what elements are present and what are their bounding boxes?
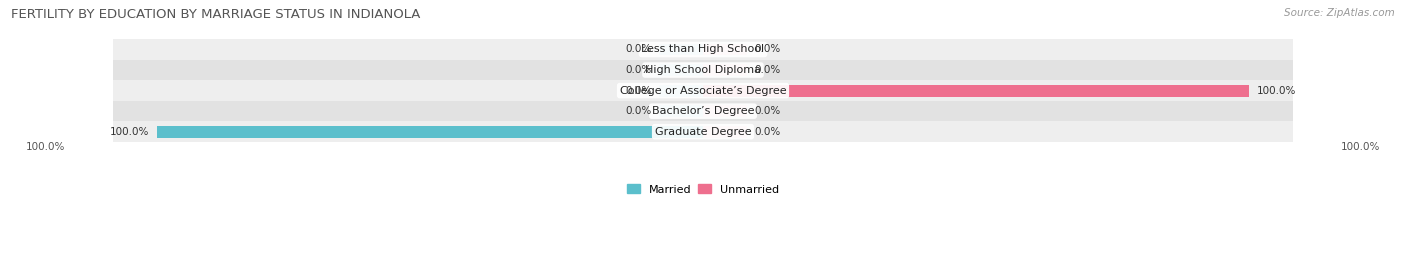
Text: Source: ZipAtlas.com: Source: ZipAtlas.com — [1284, 8, 1395, 18]
Bar — [703, 126, 747, 138]
Bar — [114, 60, 1292, 80]
Text: 100.0%: 100.0% — [25, 142, 65, 152]
Bar — [703, 64, 747, 76]
Text: 0.0%: 0.0% — [624, 65, 651, 75]
Text: 100.0%: 100.0% — [1257, 86, 1296, 95]
Text: Graduate Degree: Graduate Degree — [655, 127, 751, 137]
Bar — [703, 85, 1249, 97]
Bar — [659, 44, 703, 55]
Bar — [659, 64, 703, 76]
Legend: Married, Unmarried: Married, Unmarried — [627, 184, 779, 194]
Bar — [114, 101, 1292, 121]
Text: 0.0%: 0.0% — [755, 44, 782, 55]
Bar — [659, 105, 703, 117]
Text: 100.0%: 100.0% — [110, 127, 149, 137]
Text: FERTILITY BY EDUCATION BY MARRIAGE STATUS IN INDIANOLA: FERTILITY BY EDUCATION BY MARRIAGE STATU… — [11, 8, 420, 21]
Bar — [659, 126, 703, 138]
Text: College or Associate’s Degree: College or Associate’s Degree — [620, 86, 786, 95]
Text: 0.0%: 0.0% — [755, 127, 782, 137]
Text: 0.0%: 0.0% — [624, 106, 651, 116]
Bar — [703, 44, 747, 55]
Text: 0.0%: 0.0% — [755, 106, 782, 116]
Text: High School Diploma: High School Diploma — [645, 65, 761, 75]
Text: Bachelor’s Degree: Bachelor’s Degree — [652, 106, 754, 116]
Text: Less than High School: Less than High School — [641, 44, 765, 55]
Bar — [114, 80, 1292, 101]
Text: 0.0%: 0.0% — [755, 65, 782, 75]
Text: 0.0%: 0.0% — [624, 86, 651, 95]
Bar — [114, 39, 1292, 60]
Bar — [114, 121, 1292, 142]
Bar — [659, 85, 703, 97]
Text: 0.0%: 0.0% — [624, 44, 651, 55]
Bar — [703, 105, 747, 117]
Bar — [157, 126, 703, 138]
Bar — [703, 85, 747, 97]
Text: 100.0%: 100.0% — [1341, 142, 1381, 152]
